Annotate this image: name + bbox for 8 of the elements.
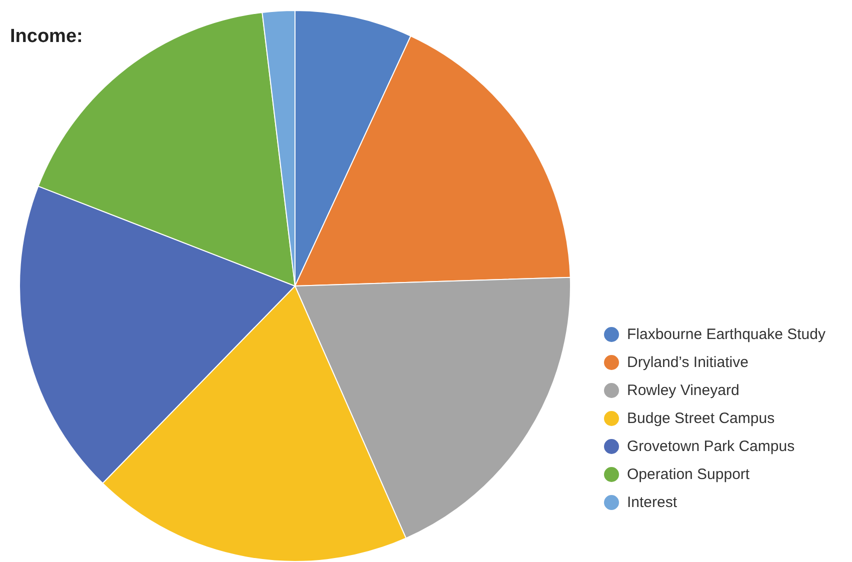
- legend-label: Dryland’s Initiative: [627, 354, 748, 370]
- legend-label: Operation Support: [627, 466, 750, 482]
- legend-label: Interest: [627, 494, 678, 510]
- legend-label: Flaxbourne Earthquake Study: [627, 326, 826, 342]
- legend-label: Budge Street Campus: [627, 410, 775, 426]
- text: Income:: [10, 26, 83, 48]
- legend-label: Rowley Vineyard: [627, 382, 740, 398]
- legend-label: Grovetown Park Campus: [627, 438, 795, 454]
